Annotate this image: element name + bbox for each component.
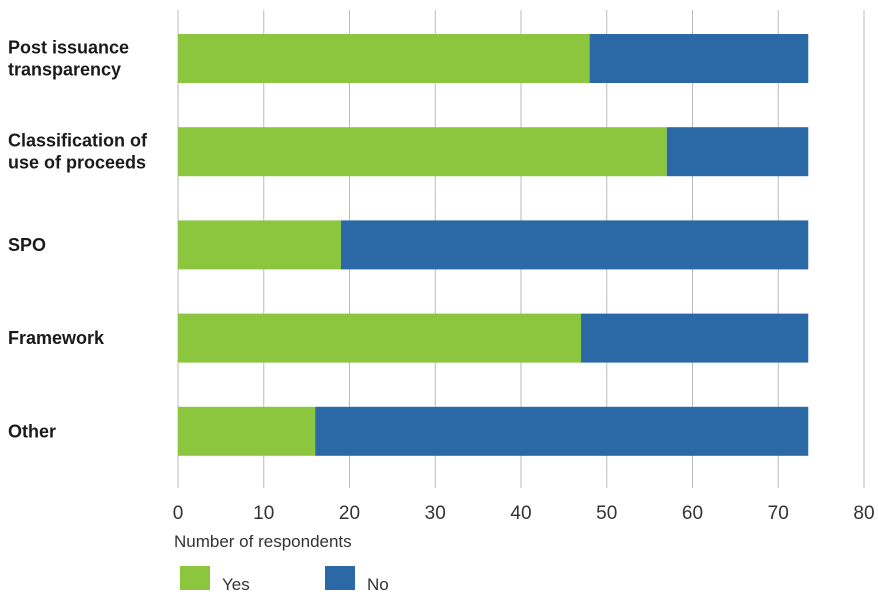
category-label: Post issuance transparency bbox=[8, 38, 129, 80]
legend: Yes No bbox=[180, 566, 389, 594]
x-tick-label: 30 bbox=[425, 503, 446, 524]
legend-item-no: No bbox=[325, 566, 389, 594]
legend-label: Yes bbox=[222, 575, 250, 594]
bar-yes bbox=[178, 127, 667, 177]
category-label: Framework bbox=[8, 328, 105, 348]
legend-label: No bbox=[367, 575, 389, 594]
x-tick-label: 50 bbox=[596, 503, 617, 524]
bar-yes bbox=[178, 220, 341, 270]
x-tick-label: 20 bbox=[339, 503, 360, 524]
x-tick-label: 40 bbox=[510, 503, 531, 524]
legend-swatch bbox=[180, 566, 210, 590]
category-label: Classification of use of proceeds bbox=[8, 131, 148, 173]
bar-no bbox=[589, 34, 809, 83]
x-tick-label: 60 bbox=[682, 503, 703, 524]
bar-yes bbox=[178, 313, 582, 363]
bar-no bbox=[315, 406, 809, 456]
x-tick-label: 70 bbox=[768, 503, 789, 524]
x-tick-label: 0 bbox=[173, 503, 184, 524]
bar-no bbox=[666, 127, 809, 177]
category-labels: Post issuance transparency Classification … bbox=[8, 38, 148, 442]
x-tick-label: 80 bbox=[853, 503, 874, 524]
category-label: SPO bbox=[8, 235, 46, 255]
bars bbox=[178, 34, 809, 456]
category-label: Other bbox=[8, 421, 56, 441]
x-tick-label: 10 bbox=[253, 503, 274, 524]
x-axis-title: Number of respondents bbox=[174, 532, 352, 551]
bar-no bbox=[340, 220, 809, 270]
legend-item-yes: Yes bbox=[180, 566, 250, 594]
bar-yes bbox=[178, 34, 590, 83]
x-tick-labels: 0 10 20 30 40 50 60 70 80 bbox=[173, 503, 875, 524]
bar-no bbox=[581, 313, 809, 363]
bar-yes bbox=[178, 406, 316, 456]
legend-swatch bbox=[325, 566, 355, 590]
